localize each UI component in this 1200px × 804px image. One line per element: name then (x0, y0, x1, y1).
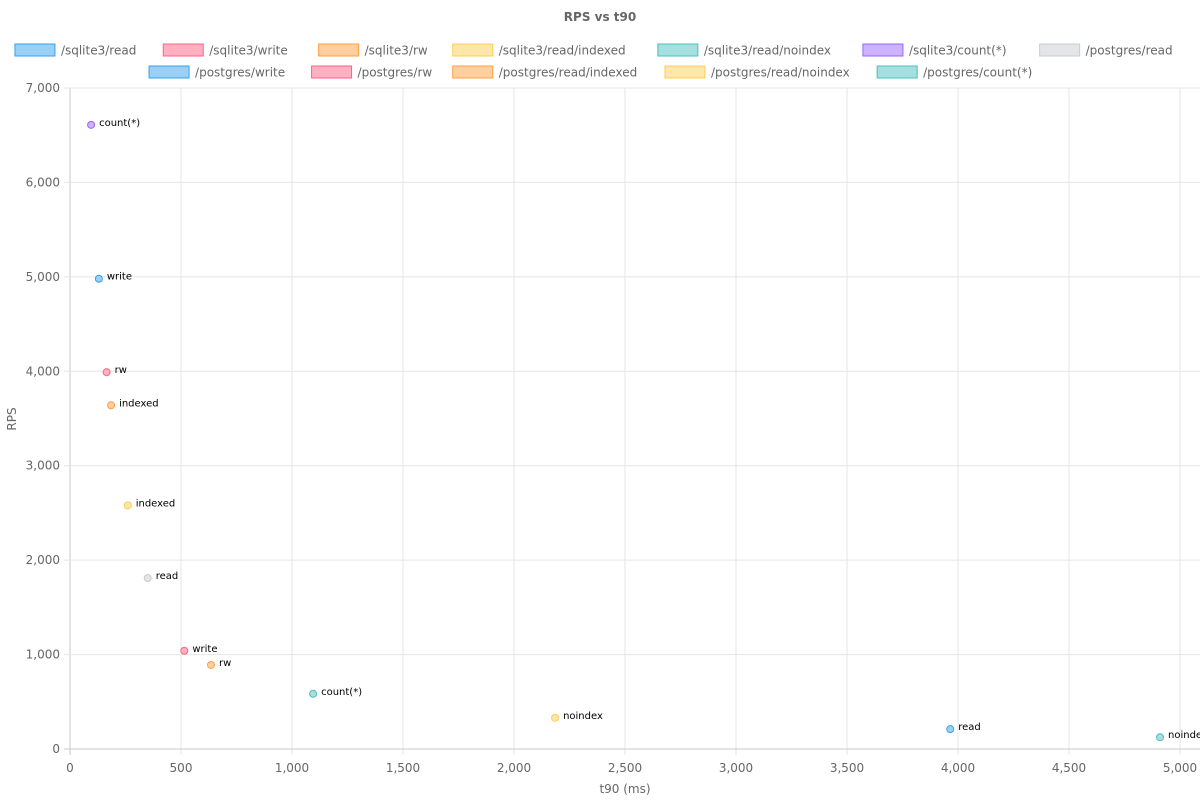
data-points: readwriterwindexednoindexcount(*)readwri… (87, 118, 1200, 742)
legend-label: /postgres/read/indexed (499, 66, 637, 80)
x-axis: 0 500 1,000 1,500 2,000 2,500 3,000 3,500 4,000 4… (66, 761, 1197, 775)
legend-swatch (14, 43, 56, 57)
y-tick-label: 5,000 (26, 270, 60, 284)
legend-item[interactable]: /postgres/read (1039, 43, 1173, 58)
legend-item[interactable]: /sqlite3/read/indexed (452, 43, 626, 58)
grid-lines (64, 87, 1200, 755)
data-label: write (107, 272, 132, 283)
x-tick-label: 5,000 (1163, 761, 1197, 775)
y-tick-label: 2,000 (26, 553, 60, 567)
data-point[interactable] (94, 274, 103, 283)
data-label: count(*) (99, 118, 140, 129)
legend-label: /sqlite3/read (61, 44, 136, 58)
legend-label: /sqlite3/rw (365, 44, 428, 58)
y-axis-label: RPS (5, 407, 19, 430)
data-point[interactable] (143, 574, 152, 583)
chart-title: RPS vs t90 (564, 10, 636, 24)
data-label: write (192, 644, 217, 655)
y-tick-label: 3,000 (26, 459, 60, 473)
y-tick-label: 7,000 (26, 81, 60, 95)
legend-swatch (1039, 43, 1081, 57)
legend-swatch (862, 43, 904, 57)
legend-label: /sqlite3/count(*) (909, 44, 1007, 58)
legend-label: /postgres/count(*) (923, 66, 1032, 80)
data-label: read (958, 722, 981, 733)
x-tick-label: 0 (66, 761, 74, 775)
legend-item[interactable]: /sqlite3/count(*) (862, 43, 1007, 58)
legend-item[interactable]: /sqlite3/write (162, 43, 288, 58)
legend-label: /postgres/read/noindex (711, 66, 850, 80)
legend-swatch (148, 65, 190, 79)
x-tick-label: 2,500 (608, 761, 642, 775)
data-label: noindex (563, 711, 603, 722)
x-tick-label: 3,500 (830, 761, 864, 775)
data-point[interactable] (206, 660, 215, 669)
legend-swatch (311, 65, 353, 79)
legend-swatch (657, 43, 699, 57)
data-label: read (156, 571, 179, 582)
legend-item[interactable]: /postgres/read/indexed (452, 65, 637, 80)
y-axis: 0 1,000 2,000 3,000 4,000 5,000 6,000 7,000 (26, 81, 60, 756)
data-label: indexed (119, 398, 159, 409)
legend-item[interactable]: /sqlite3/rw (318, 43, 428, 58)
x-axis-label: t90 (ms) (599, 782, 650, 796)
data-point[interactable] (309, 689, 318, 698)
data-point[interactable] (1156, 733, 1165, 742)
data-label: indexed (136, 498, 176, 509)
legend: /sqlite3/read/sqlite3/write/sqlite3/rw/s… (14, 43, 1173, 80)
legend-item[interactable]: /sqlite3/read/noindex (657, 43, 831, 58)
y-tick-label: 1,000 (26, 648, 60, 662)
data-label: rw (219, 658, 231, 669)
legend-item[interactable]: /sqlite3/read (14, 43, 136, 58)
legend-swatch (876, 65, 918, 79)
legend-label: /postgres/write (195, 66, 285, 80)
data-label: count(*) (321, 687, 362, 698)
data-point[interactable] (87, 120, 96, 129)
data-point[interactable] (551, 713, 560, 722)
y-tick-label: 0 (52, 742, 60, 756)
x-tick-label: 1,000 (275, 761, 309, 775)
legend-swatch (318, 43, 360, 57)
legend-label: /sqlite3/read/noindex (704, 44, 831, 58)
legend-swatch (452, 65, 494, 79)
legend-swatch (664, 65, 706, 79)
x-tick-label: 4,000 (941, 761, 975, 775)
y-tick-label: 6,000 (26, 175, 60, 189)
legend-label: /postgres/rw (358, 66, 433, 80)
x-tick-label: 3,000 (719, 761, 753, 775)
legend-item[interactable]: /postgres/count(*) (876, 65, 1032, 80)
data-point[interactable] (107, 401, 116, 410)
data-point[interactable] (946, 725, 955, 734)
data-point[interactable] (123, 501, 132, 510)
x-tick-label: 1,500 (386, 761, 420, 775)
legend-swatch (162, 43, 204, 57)
x-tick-label: 500 (170, 761, 193, 775)
legend-item[interactable]: /postgres/read/noindex (664, 65, 850, 80)
data-label: noindex (1168, 730, 1200, 741)
data-point[interactable] (180, 646, 189, 655)
data-point[interactable] (102, 368, 111, 377)
legend-label: /postgres/read (1086, 44, 1173, 58)
legend-item[interactable]: /postgres/write (148, 65, 285, 80)
legend-label: /sqlite3/write (209, 44, 288, 58)
legend-label: /sqlite3/read/indexed (499, 44, 626, 58)
legend-item[interactable]: /postgres/rw (311, 65, 433, 80)
x-tick-label: 2,000 (497, 761, 531, 775)
legend-swatch (452, 43, 494, 57)
x-tick-label: 4,500 (1052, 761, 1086, 775)
data-label: rw (115, 365, 127, 376)
y-tick-label: 4,000 (26, 364, 60, 378)
